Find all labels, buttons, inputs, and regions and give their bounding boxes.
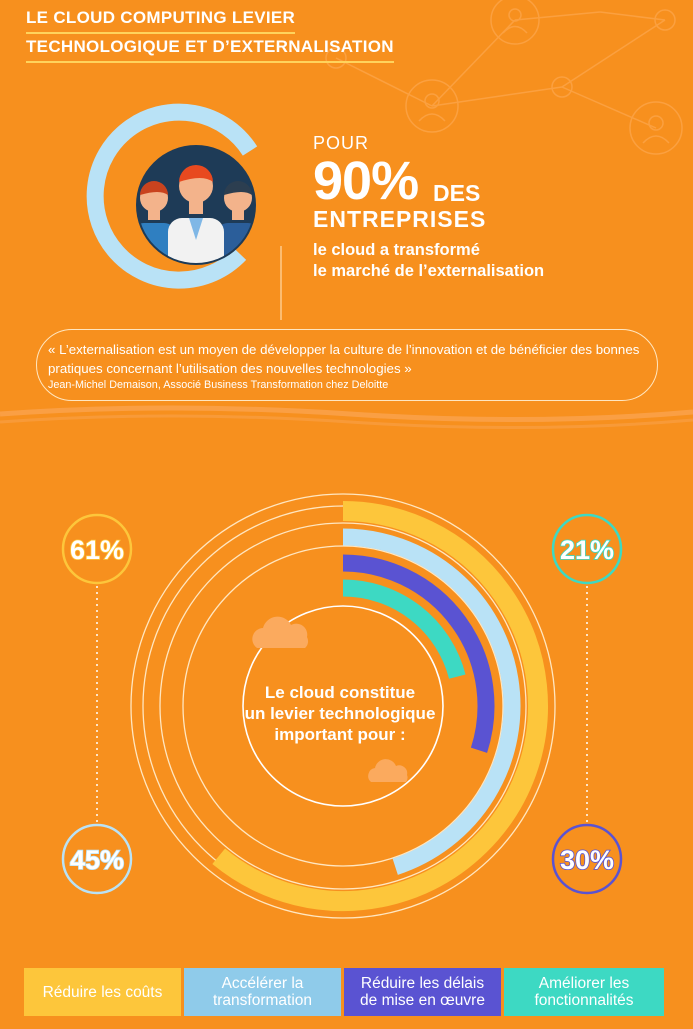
decorative-wave [0,405,693,430]
callout-label: 45% [70,845,124,875]
hero-des: DES [433,180,481,206]
quote-text: « L’externalisation est un moyen de déve… [48,342,640,376]
legend-label: Réduire les délais [360,975,485,992]
hero-ring [86,103,258,289]
chart-callouts: 61% 45% 30% 21% [61,513,623,895]
legend-item: Améliorer les fonctionnalités [504,968,664,1016]
chart-arc-1 [212,501,548,911]
hero-illustration [86,103,282,320]
legend-label: Accélérer la [221,975,304,992]
chart-arc-4 [342,579,466,679]
legend-label: fonctionnalités [534,992,634,1009]
legend-item: Accélérer la transformation [184,968,341,1016]
quote-box [36,329,658,401]
legend-label: Réduire les coûts [42,983,163,1001]
hero-pour: POUR [313,133,370,153]
hero-entreprises: ENTREPRISES [313,206,487,232]
chart-arc-3 [342,554,495,753]
hero-percentage: 90% [313,151,419,211]
guide-ring [130,493,556,919]
legend-item: Réduire les coûts [24,968,181,1016]
chart-center-text: Le cloud constitue un levier technologiq… [230,682,450,745]
callout-circle [551,513,623,585]
legend-item: Réduire les délais de mise en œuvre [344,968,501,1016]
legend-label: Améliorer les [538,975,630,992]
page-title-line-1: LE CLOUD COMPUTING LEVIER [26,8,296,34]
chart-arcs [212,501,548,911]
callout-circle [551,823,623,895]
page-title-line-2: TECHNOLOGIQUE ET D’EXTERNALISATION [26,37,394,63]
guide-ring [182,545,504,867]
callout-label: 61% [70,535,124,565]
callout-label: 30% [560,845,614,875]
guide-ring [159,522,527,890]
callout-circle [61,513,133,585]
chart-title-line: un levier technologique [244,704,436,723]
quote-author: Jean-Michel Demaison, Associé Business T… [48,379,389,391]
legend-label: de mise en œuvre [360,992,485,1009]
cloud-icon [252,616,309,648]
callout-label: 21% [560,535,614,565]
network-pattern [325,0,683,155]
hero-subtitle-line-2: le marché de l’externalisation [313,262,545,280]
hero-subtitle-line-1: le cloud a transformé [313,241,480,259]
cloud-icon [368,759,408,782]
chart-arc-2 [342,528,521,875]
inner-ring [242,605,444,807]
chart-title-line: important pour : [274,725,406,744]
callout-circle [61,823,133,895]
chart-title-line: Le cloud constitue [264,683,416,702]
legend-label: transformation [212,992,313,1009]
